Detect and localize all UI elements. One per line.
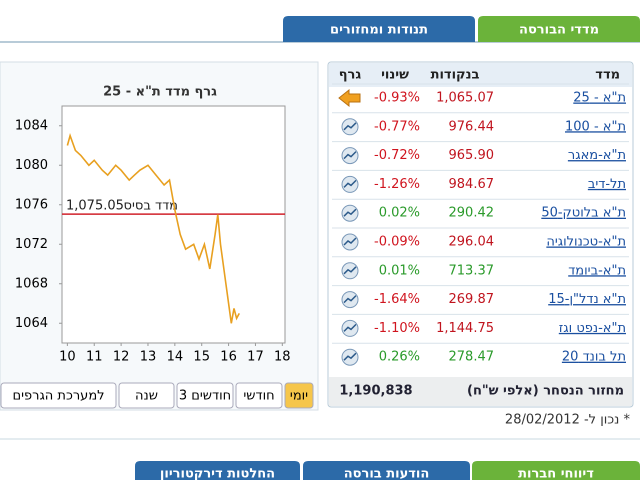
index-name[interactable]: ת"א - 100 [565, 119, 626, 134]
graph-icon-line [343, 208, 357, 217]
index-name[interactable]: ת"א נדל"ן-15 [548, 292, 626, 307]
graph-icon-line [343, 122, 357, 131]
index-change: -0.93% [374, 91, 420, 106]
graph-icon-line [343, 266, 357, 275]
tab-label[interactable]: החלטות דירקטוריון [160, 467, 275, 480]
y-tick-label: 1084 [15, 118, 48, 133]
graph-icon-line [343, 179, 357, 188]
index-points: 713.37 [449, 263, 495, 278]
index-points: 1,065.07 [436, 91, 494, 106]
x-tick-label: 12 [113, 350, 130, 365]
graph-icon-line [343, 323, 357, 332]
index-change: 0.26% [379, 350, 420, 365]
index-change: -1.10% [374, 321, 420, 336]
index-points: 278.47 [449, 350, 495, 365]
table-header: גרף [339, 68, 362, 83]
tab-label[interactable]: דיווחי חברות [518, 467, 594, 480]
index-change: 0.01% [379, 263, 420, 278]
index-name[interactable]: ת"א-ביומד [568, 263, 626, 278]
table-header: מדד [595, 68, 620, 83]
graph-arrow-icon[interactable] [338, 88, 361, 108]
base-line-name: מדד בסיס [124, 199, 178, 214]
index-name[interactable]: ת"א-נפט וגז [559, 321, 626, 336]
table-box [327, 61, 634, 408]
range-button-label[interactable]: למערכת הגרפים [12, 389, 104, 404]
index-change: -0.72% [374, 148, 420, 163]
index-name[interactable]: תל בונד 20 [562, 350, 626, 365]
table-header: שינוי [381, 68, 409, 83]
index-points: 296.04 [449, 235, 495, 250]
range-button[interactable] [0, 382, 117, 409]
index-points: 269.87 [449, 292, 495, 307]
tab[interactable] [303, 461, 470, 480]
range-button[interactable] [176, 382, 234, 409]
x-tick-label: 18 [274, 350, 291, 365]
index-points: 965.90 [449, 148, 495, 163]
graph-icon-line [343, 237, 357, 246]
index-name[interactable]: ת"א-טכנולוגיה [546, 235, 626, 250]
x-tick-label: 10 [59, 350, 76, 365]
chart-title: גרף מדד ת"א - 25 [103, 85, 217, 100]
index-change: -1.64% [374, 292, 420, 307]
index-change: 0.02% [379, 206, 420, 221]
tab[interactable] [283, 16, 475, 42]
x-tick-label: 17 [247, 350, 264, 365]
y-tick-label: 1064 [15, 316, 48, 331]
graph-icon-line [343, 295, 357, 304]
x-tick-label: 14 [167, 350, 184, 365]
graph-icon-line [343, 352, 357, 361]
base-line-value: 1,075.05 [66, 199, 124, 214]
tab-label[interactable]: תנודות ומחזורים [330, 23, 428, 38]
index-name[interactable]: ת"א בלוטק-50 [541, 206, 626, 221]
tab-label[interactable]: הודעות בורסה [344, 467, 430, 480]
as-of-note: * נכון ל- 28/02/2012 [505, 413, 631, 428]
index-change: -0.77% [374, 119, 420, 134]
x-tick-label: 11 [86, 350, 103, 365]
index-name[interactable]: ת"א - 25 [573, 91, 626, 106]
index-change: -0.09% [374, 235, 420, 250]
y-tick-label: 1076 [15, 197, 48, 212]
range-button-label[interactable]: שנה [135, 389, 158, 404]
y-tick-label: 1080 [15, 158, 48, 173]
index-points: 984.67 [449, 177, 495, 192]
index-change: -1.26% [374, 177, 420, 192]
range-button[interactable] [284, 382, 314, 409]
tab[interactable] [478, 16, 640, 42]
y-tick-label: 1072 [15, 237, 48, 252]
range-button-label[interactable]: יומי [290, 389, 308, 404]
index-name[interactable]: ת"א-מאגר [568, 148, 626, 163]
index-name[interactable]: תל-דיב [588, 177, 626, 192]
turnover-value: 1,190,838 [339, 384, 412, 399]
tab-label[interactable]: מדדי הבורסה [519, 23, 599, 38]
tab[interactable] [135, 461, 300, 480]
turnover-label: מחזור הנסחר (אלפי ש"ח) [467, 384, 624, 399]
index-points: 976.44 [449, 119, 495, 134]
index-points: 1,144.75 [436, 321, 494, 336]
table-header: בנקודות [431, 68, 480, 83]
range-button[interactable] [118, 382, 175, 409]
range-button-label[interactable]: חודשי [243, 389, 274, 404]
x-tick-label: 13 [140, 350, 157, 365]
table-header-bg [329, 63, 632, 87]
plot-area [61, 105, 286, 344]
price-line [66, 132, 241, 324]
tab[interactable] [472, 461, 640, 480]
y-tick-label: 1068 [15, 276, 48, 291]
range-button[interactable] [235, 382, 283, 409]
index-points: 290.42 [449, 206, 495, 221]
turnover-bg [329, 377, 632, 406]
graph-icon-line [343, 151, 357, 160]
x-tick-label: 16 [220, 350, 237, 365]
x-tick-label: 15 [193, 350, 210, 365]
range-button-label[interactable]: 3 חודשים [179, 389, 231, 404]
